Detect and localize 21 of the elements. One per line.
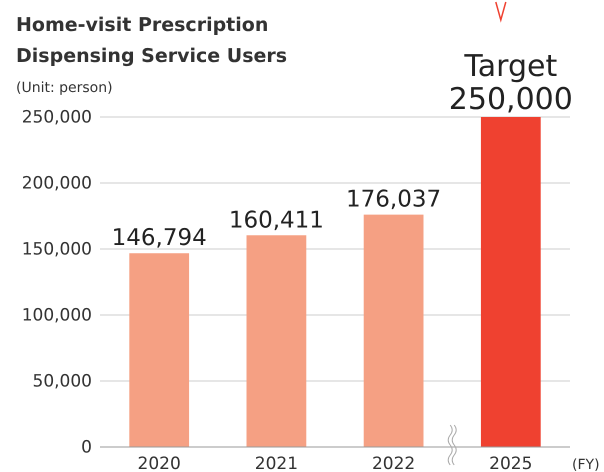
chart-title: Home-visit Prescription Dispensing Service Users [16,13,288,69]
x-tick-label: 2025 [489,454,532,472]
bar [480,117,541,447]
x-tick-label: 2022 [372,454,416,472]
chart-subtitle: (Unit: person) [16,80,113,96]
data-label: 146,794 [112,225,207,252]
bar [129,253,190,447]
y-tick-label: 0 [81,437,92,458]
data-label: 160,411 [228,207,324,234]
y-tick-label: 150,000 [22,239,92,260]
data-label: Target 250,000 [448,49,573,117]
y-tick-label: 50,000 [32,371,92,392]
bar [246,235,306,447]
x-axis-title: (FY) [572,457,600,472]
x-tick-label: 2021 [254,454,298,472]
y-tick-label: 250,000 [22,107,92,128]
bar [364,214,424,447]
y-tick-label: 200,000 [22,173,92,194]
data-label: 176,037 [346,186,442,213]
y-tick-label: 100,000 [22,305,92,326]
x-tick-label: 2020 [138,454,181,472]
